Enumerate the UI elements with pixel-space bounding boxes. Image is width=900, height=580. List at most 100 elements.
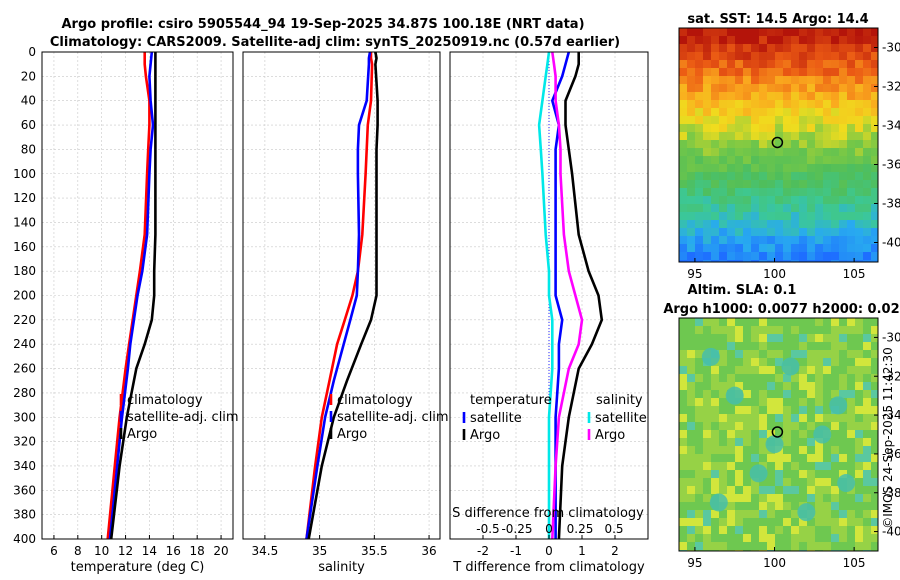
map-cell: [847, 334, 855, 342]
map-cell: [799, 172, 807, 180]
map-cell: [751, 252, 759, 260]
map-cell: [711, 140, 719, 148]
map-cell: [767, 398, 775, 406]
map-cell: [783, 350, 791, 358]
map-cell: [767, 350, 775, 358]
map-cell: [791, 156, 799, 164]
map-cell: [687, 350, 695, 358]
map-cell: [735, 244, 743, 252]
map-cell: [751, 196, 759, 204]
map-cell: [831, 470, 839, 478]
map-cell: [855, 244, 863, 252]
map-cell: [863, 470, 871, 478]
map-cell: [751, 76, 759, 84]
map-cell: [743, 212, 751, 220]
map-cell: [695, 92, 703, 100]
map-cell: [727, 228, 735, 236]
map-cell: [775, 358, 783, 366]
map-cell: [751, 358, 759, 366]
map-cell: [743, 76, 751, 84]
map-cell: [823, 334, 831, 342]
map-cell: [863, 390, 871, 398]
map-cell: [839, 252, 847, 260]
map-cell: [807, 382, 815, 390]
map-cell: [847, 92, 855, 100]
map-cell: [751, 486, 759, 494]
map-cell: [791, 350, 799, 358]
x-tick-label: 34.5: [252, 544, 279, 558]
map-cell: [719, 108, 727, 116]
legend-title-temperature: temperature: [470, 393, 552, 408]
map-cell: [847, 148, 855, 156]
map-cell: [767, 212, 775, 220]
map-cell: [799, 60, 807, 68]
map-cell: [759, 132, 767, 140]
map-cell: [703, 156, 711, 164]
map-cell: [823, 84, 831, 92]
map-cell: [759, 196, 767, 204]
map-cell: [759, 68, 767, 76]
map-cell: [847, 462, 855, 470]
map-cell: [687, 44, 695, 52]
map-cell: [863, 108, 871, 116]
map-cell: [855, 84, 863, 92]
map-cell: [679, 422, 687, 430]
x-tick-label: 105: [843, 556, 866, 570]
map-cell: [711, 52, 719, 60]
y-tick-label: -38: [882, 486, 900, 500]
map-cell: [839, 430, 847, 438]
map-cell: [847, 366, 855, 374]
map-cell: [855, 140, 863, 148]
map-cell: [767, 116, 775, 124]
map-cell: [719, 342, 727, 350]
map-cell: [815, 84, 823, 92]
map-cell: [799, 156, 807, 164]
map-cell: [815, 140, 823, 148]
map-cell: [783, 454, 791, 462]
map-cell: [751, 100, 759, 108]
map-cell: [735, 430, 743, 438]
map-cell: [847, 414, 855, 422]
map-cell: [863, 318, 871, 326]
map-cell: [823, 374, 831, 382]
map-cell: [863, 366, 871, 374]
map-cell: [775, 52, 783, 60]
panel-temperature: 6 8 10 12 14 16 18 2002040608010012014016018020…: [13, 45, 239, 575]
map-cell: [719, 422, 727, 430]
map-cell: [799, 44, 807, 52]
map-cell: [735, 260, 743, 262]
map-cell: [823, 172, 831, 180]
map-cell: [751, 342, 759, 350]
map-cell: [679, 326, 687, 334]
map-cell: [695, 398, 703, 406]
map-cell: [855, 486, 863, 494]
map-cell: [839, 132, 847, 140]
map-cell: [871, 414, 878, 422]
map-cell: [815, 156, 823, 164]
map-cell: [847, 342, 855, 350]
map-cell: [759, 366, 767, 374]
map-cell: [743, 542, 751, 550]
map-cell: [751, 446, 759, 454]
map-cell: [855, 260, 863, 262]
map-cell: [807, 526, 815, 534]
map-cell: [735, 180, 743, 188]
map-cell: [823, 502, 831, 510]
map-cell: [839, 148, 847, 156]
map-cell: [759, 326, 767, 334]
map-cell: [711, 510, 719, 518]
map-cell: [735, 374, 743, 382]
map-cell: [847, 398, 855, 406]
map-cell: [703, 422, 711, 430]
map-cell: [847, 454, 855, 462]
map-cell: [831, 196, 839, 204]
map-cell: [727, 494, 735, 502]
map-cell: [727, 156, 735, 164]
map-cell: [791, 334, 799, 342]
map-cell: [791, 92, 799, 100]
map-cell: [775, 252, 783, 260]
map-cell: [695, 140, 703, 148]
map-cell: [831, 36, 839, 44]
map-cell: [719, 84, 727, 92]
map-cell: [679, 116, 687, 124]
